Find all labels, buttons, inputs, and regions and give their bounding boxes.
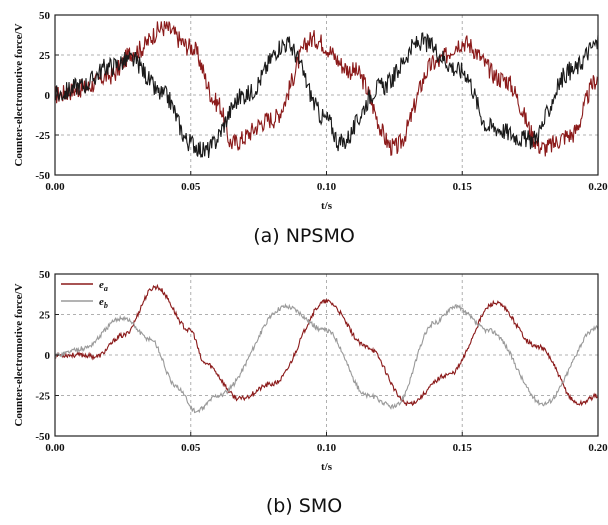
chart-npsmo: 50 25 0 -25 -500.00 0.05 0.10 0.15 0.20 t/s Counte… — [13, 10, 608, 212]
y-tick-label: -50 — [35, 170, 50, 182]
x-tick-label: 0.05 — [181, 181, 201, 193]
y-tick-label: 50 — [39, 10, 51, 22]
x-tick-label: 0.00 — [45, 442, 65, 454]
series-line-0 — [54, 283, 599, 407]
x-tick-label: 0.00 — [45, 181, 65, 193]
y-tick-label: 50 — [39, 269, 51, 281]
y-tick-label: 0 — [45, 350, 51, 362]
legend-label-1: eb — [99, 296, 108, 310]
x-axis-label: t/s — [321, 200, 333, 212]
y-tick-label: 25 — [39, 50, 51, 62]
x-tick-label: 0.10 — [317, 442, 337, 454]
y-axis-label: Counter-electromotive force/V — [13, 23, 25, 166]
y-tick-label: -25 — [35, 391, 50, 403]
chart-smo: 50 25 0 -25 -500.00 0.05 0.10 0.15 0.20 t/s Counte… — [13, 269, 608, 473]
y-tick-label: -50 — [35, 431, 50, 443]
y-tick-label: 25 — [39, 310, 51, 322]
y-tick-label: -25 — [35, 130, 50, 142]
series-line-1 — [54, 32, 599, 159]
x-tick-label: 0.20 — [588, 181, 608, 193]
caption-npsmo: (a) NPSMO — [253, 225, 355, 247]
x-tick-label: 0.10 — [317, 181, 337, 193]
x-axis-label: t/s — [321, 461, 333, 473]
series-line-0 — [54, 21, 599, 157]
series-line-1 — [54, 302, 599, 414]
x-tick-label: 0.05 — [181, 442, 201, 454]
x-tick-label: 0.20 — [588, 442, 608, 454]
y-axis-label: Counter-electromotive force/V — [13, 283, 25, 426]
y-tick-label: 0 — [45, 90, 51, 102]
x-tick-label: 0.15 — [453, 442, 473, 454]
caption-smo: (b) SMO — [265, 495, 343, 517]
legend-label-0: ea — [99, 279, 108, 293]
x-tick-label: 0.15 — [453, 181, 473, 193]
